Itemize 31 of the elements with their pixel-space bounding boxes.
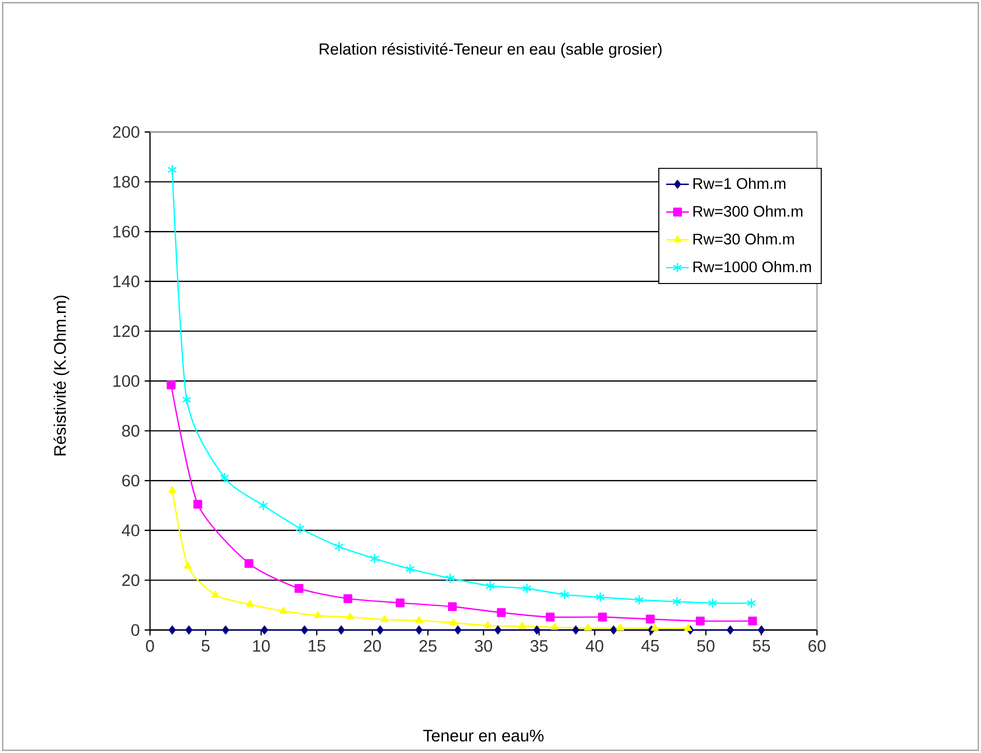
x-tick-label: 45 bbox=[641, 640, 659, 652]
y-tick-label: 180 bbox=[113, 176, 140, 188]
x-tick-label: 30 bbox=[474, 640, 492, 652]
x-tick-label: 0 bbox=[146, 640, 154, 652]
x-tick-label: 10 bbox=[253, 640, 270, 652]
legend-label: Rw=30 Ohm.m bbox=[693, 233, 794, 245]
chart-title: Relation résistivité-Teneur en eau (sable grosier) bbox=[320, 42, 662, 58]
x-tick-label: 35 bbox=[530, 640, 548, 652]
y-tick-label: 160 bbox=[113, 226, 140, 238]
x-tick-label: 60 bbox=[808, 640, 826, 652]
legend-label: Rw=1 Ohm.m bbox=[693, 178, 786, 189]
y-tick-label: 0 bbox=[131, 624, 140, 636]
x-tick-label: 40 bbox=[586, 640, 604, 652]
y-axis-title: Résistivité (K.Ohm.m) bbox=[53, 296, 70, 456]
legend-label: Rw=1000 Ohm.m bbox=[693, 261, 811, 272]
x-tick-label: 50 bbox=[697, 640, 714, 652]
legend-label: Rw=300 Ohm.m bbox=[693, 206, 802, 217]
y-tick-label: 200 bbox=[112, 126, 140, 138]
x-tick-label: 55 bbox=[752, 640, 770, 652]
y-tick-label: 60 bbox=[122, 474, 140, 486]
x-tick-label: 20 bbox=[364, 640, 381, 652]
y-tick-label: 40 bbox=[122, 524, 140, 536]
x-tick-label: 15 bbox=[308, 640, 326, 652]
y-tick-label: 120 bbox=[113, 325, 140, 338]
y-tick-label: 140 bbox=[113, 276, 140, 288]
x-tick-label: 5 bbox=[202, 640, 210, 652]
y-tick-label: 20 bbox=[122, 574, 140, 586]
x-tick-label: 25 bbox=[419, 640, 436, 652]
x-axis-title: Teneur en eau% bbox=[423, 730, 544, 742]
y-tick-label: 100 bbox=[113, 375, 140, 387]
y-tick-label: 80 bbox=[122, 424, 140, 437]
